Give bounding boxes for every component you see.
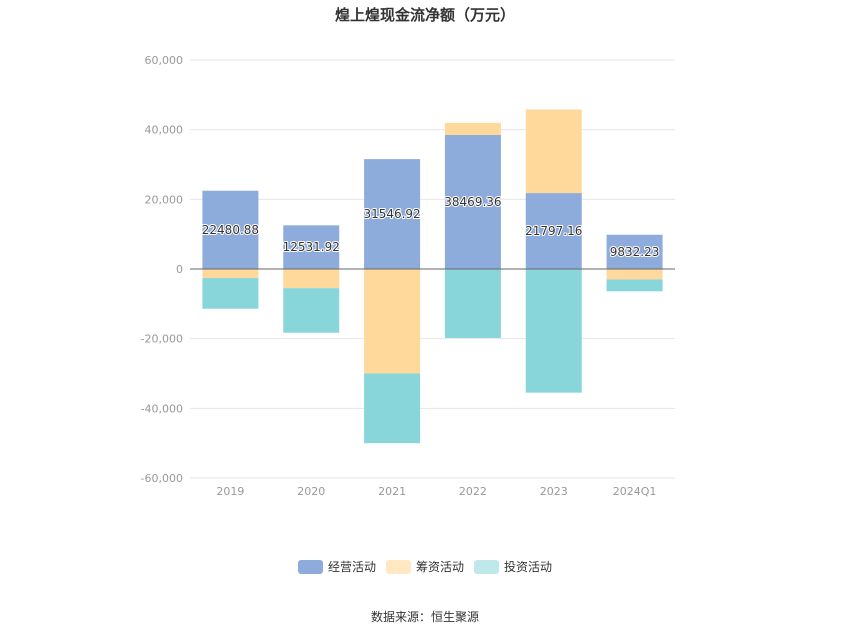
source-note: 数据来源：恒生聚源 bbox=[371, 609, 479, 624]
bar-投资活动-2019[interactable] bbox=[202, 278, 259, 309]
y-tick-label: 0 bbox=[176, 263, 183, 276]
grid-lines bbox=[190, 59, 675, 479]
y-tick-label: 40,000 bbox=[145, 124, 184, 137]
legend[interactable]: 经营活动 筹资活动 投资活动 bbox=[298, 559, 552, 574]
legend-swatch bbox=[298, 560, 323, 574]
bars bbox=[202, 109, 663, 444]
bar-经营活动-2021[interactable] bbox=[364, 159, 421, 269]
legend-label: 投资活动 bbox=[504, 559, 552, 574]
legend-item-经营活动[interactable]: 经营活动 bbox=[298, 560, 376, 574]
x-tick-label: 2021 bbox=[378, 485, 406, 498]
data-label: 31546.92 bbox=[363, 207, 420, 221]
y-tick-label: 60,000 bbox=[145, 54, 184, 67]
data-label: 38469.36 bbox=[444, 195, 501, 209]
data-labels: 22480.88 12531.92 31546.92 38469.36 21797.16… bbox=[201, 194, 661, 260]
legend-swatch bbox=[386, 560, 411, 574]
y-axis-ticks: -60,000 -40,000 -20,000 0 20,000 40,000 60,000 bbox=[141, 54, 183, 485]
legend-label: 筹资活动 bbox=[416, 560, 464, 574]
y-tick-label: -20,000 bbox=[141, 333, 183, 346]
bar-筹资活动-2020[interactable] bbox=[283, 269, 340, 289]
bar-投资活动-2021[interactable] bbox=[364, 373, 421, 444]
x-tick-label: 2023 bbox=[540, 485, 568, 498]
y-tick-label: -60,000 bbox=[141, 472, 183, 485]
legend-item-筹资活动[interactable]: 筹资活动 bbox=[386, 560, 464, 574]
legend-label: 经营活动 bbox=[328, 560, 376, 574]
bar-投资活动-2020[interactable] bbox=[283, 288, 340, 333]
y-tick-label: -40,000 bbox=[141, 402, 183, 415]
data-label: 9832.23 bbox=[610, 245, 660, 259]
bar-筹资活动-2021[interactable] bbox=[364, 269, 421, 374]
bar-筹资活动-2019[interactable] bbox=[202, 269, 259, 279]
x-tick-label: 2020 bbox=[297, 485, 325, 498]
legend-swatch bbox=[474, 560, 499, 574]
bar-筹资活动-2024Q1[interactable] bbox=[606, 269, 663, 280]
x-axis-ticks: 2019 2020 2021 2022 2023 2024Q1 bbox=[216, 485, 656, 498]
bar-经营活动-2023[interactable] bbox=[525, 193, 582, 269]
data-label: 12531.92 bbox=[283, 240, 340, 254]
chart-title: 煌上煌现金流净额（万元） bbox=[335, 6, 515, 24]
legend-item-投资活动[interactable]: 投资活动 bbox=[474, 559, 552, 574]
data-label: 21797.16 bbox=[525, 224, 582, 238]
y-tick-label: 20,000 bbox=[145, 193, 184, 206]
bar-筹资活动-2023[interactable] bbox=[525, 109, 582, 194]
x-tick-label: 2024Q1 bbox=[613, 485, 657, 498]
bar-经营活动-2024Q1[interactable] bbox=[606, 234, 663, 269]
bar-投资活动-2023[interactable] bbox=[525, 269, 582, 393]
bar-经营活动-2019[interactable] bbox=[202, 190, 259, 269]
bar-投资活动-2022[interactable] bbox=[444, 269, 501, 338]
data-label: 22480.88 bbox=[202, 223, 259, 237]
bar-投资活动-2024Q1[interactable] bbox=[606, 279, 663, 292]
bar-筹资活动-2022[interactable] bbox=[444, 122, 501, 135]
bar-经营活动-2022[interactable] bbox=[444, 134, 501, 269]
x-tick-label: 2019 bbox=[216, 485, 244, 498]
x-tick-label: 2022 bbox=[459, 485, 487, 498]
bar-经营活动-2020[interactable] bbox=[283, 225, 340, 269]
